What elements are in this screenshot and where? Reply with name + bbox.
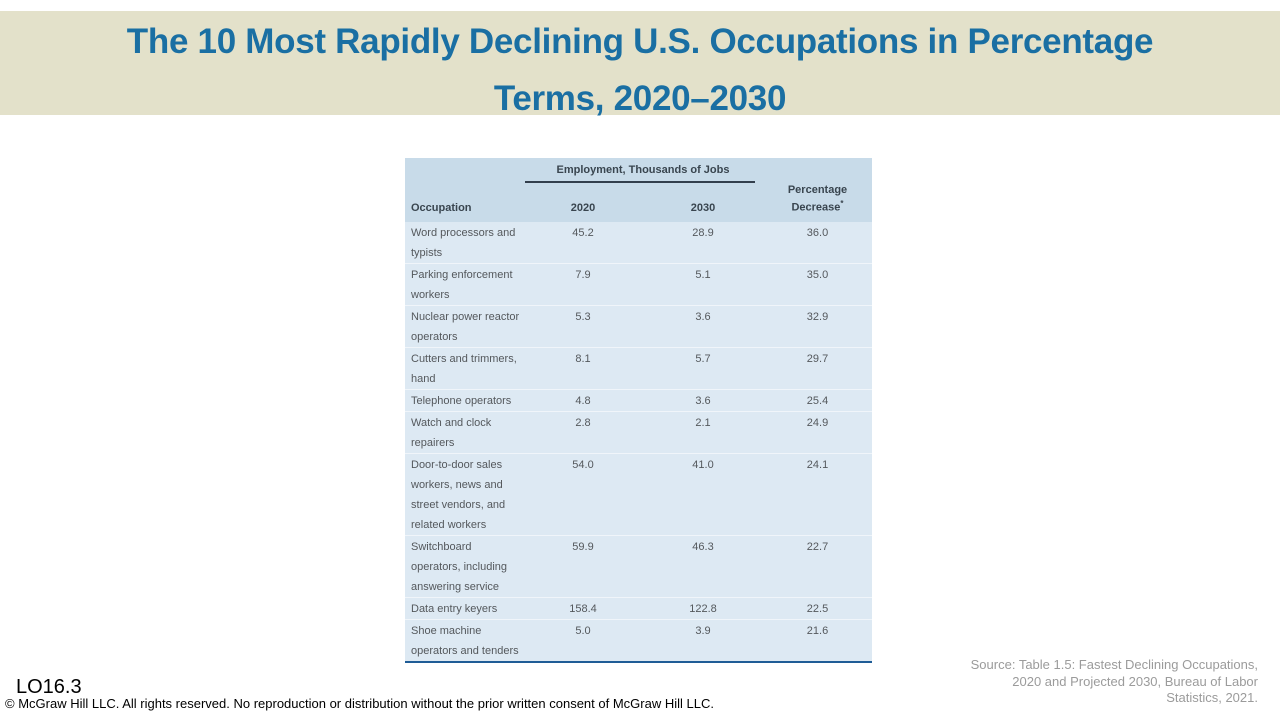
column-header-2030: 2030 [690, 201, 716, 214]
table-row: Switchboard operators, including answeri… [405, 535, 872, 597]
col-2020-cell: 158.4 [569, 602, 597, 615]
occupation-cell: Watch and clock repairers [411, 416, 492, 449]
col-2030-cell: 41.0 [692, 458, 714, 471]
pct-cell: 32.9 [806, 310, 829, 323]
col-2020-cell: 8.1 [575, 352, 591, 365]
col-2030-cell: 5.7 [695, 352, 711, 365]
occupation-cell: Data entry keyers [411, 602, 498, 615]
pct-cell: 35.0 [806, 268, 829, 281]
copyright-notice: © McGraw Hill LLC. All rights reserved. … [5, 696, 714, 711]
employment-span-label: Employment, Thousands of Jobs [556, 164, 730, 176]
span-header-spacer-left [405, 158, 523, 183]
pct-cell: 22.5 [806, 602, 829, 615]
table-row: Shoe machine operators and tenders 5.0 3… [405, 619, 872, 662]
occupation-cell: Cutters and trimmers, hand [411, 352, 517, 385]
col-2020-cell: 59.9 [572, 540, 594, 553]
occupation-cell: Shoe machine operators and tenders [411, 624, 519, 657]
table-header: Employment, Thousands of Jobs Occupation… [405, 158, 872, 222]
slide-title: The 10 Most Rapidly Declining U.S. Occup… [0, 11, 1280, 127]
table-row: Word processors and typists 45.2 28.9 36… [405, 222, 872, 264]
slide-title-line2: Terms, 2020–2030 [493, 79, 787, 118]
col-2030-cell: 3.6 [695, 310, 711, 323]
col-2020-cell: 45.2 [572, 226, 594, 239]
source-line-1: Source: Table 1.5: Fastest Declining Occ… [970, 657, 1258, 672]
occupation-cell: Parking enforcement workers [411, 268, 513, 301]
occupation-cell: Nuclear power reactor operators [411, 310, 520, 343]
occupation-cell: Door-to-door sales workers, news and str… [411, 458, 506, 531]
pct-cell: 21.6 [806, 624, 829, 637]
learning-objective-tag: LO16.3 [16, 676, 82, 698]
span-header-spacer-right [763, 158, 872, 183]
col-2020-cell: 7.9 [575, 268, 591, 281]
column-header-occupation: Occupation [411, 201, 472, 214]
col-2030-cell: 5.1 [695, 268, 711, 281]
pct-cell: 36.0 [806, 226, 829, 239]
occupation-cell: Switchboard operators, including answeri… [411, 540, 508, 593]
col-2030-cell: 122.8 [689, 602, 717, 615]
col-2030-cell: 28.9 [692, 226, 714, 239]
table-row: Watch and clock repairers 2.8 2.1 24.9 [405, 411, 872, 453]
span-header-rule [525, 181, 755, 183]
col-2020-cell: 5.3 [575, 310, 591, 323]
col-2030-cell: 2.1 [695, 416, 711, 429]
column-header-2020: 2020 [570, 201, 596, 214]
col-2020-cell: 2.8 [575, 416, 591, 429]
table-row: Data entry keyers 158.4 122.8 22.5 [405, 597, 872, 619]
column-header-percentage-decrease: Percentage Decrease* [787, 184, 848, 214]
pct-cell: 24.1 [806, 458, 829, 471]
declining-occupations-table: Employment, Thousands of Jobs Occupation… [405, 158, 872, 663]
footnote-marker: * [840, 199, 844, 208]
col-2030-cell: 3.6 [695, 394, 711, 407]
col-2030-cell: 46.3 [692, 540, 714, 553]
pct-cell: 29.7 [806, 352, 829, 365]
table-row: Telephone operators 4.8 3.6 25.4 [405, 389, 872, 411]
table-row: Nuclear power reactor operators 5.3 3.6 … [405, 305, 872, 347]
col-2030-cell: 3.9 [695, 624, 711, 637]
table-row: Cutters and trimmers, hand 8.1 5.7 29.7 [405, 347, 872, 389]
table-row: Door-to-door sales workers, news and str… [405, 453, 872, 535]
source-note: Source: Table 1.5: Fastest Declining Occ… [971, 657, 1258, 707]
data-table: Employment, Thousands of Jobs Occupation… [405, 158, 872, 663]
title-band: The 10 Most Rapidly Declining U.S. Occup… [0, 11, 1280, 118]
source-line-3: Statistics, 2021. [1166, 690, 1258, 705]
occupation-cell: Word processors and typists [411, 226, 516, 259]
employment-span-header: Employment, Thousands of Jobs [523, 158, 763, 183]
col-2020-cell: 5.0 [575, 624, 591, 637]
occupation-cell: Telephone operators [411, 394, 512, 407]
source-line-2: 2020 and Projected 2030, Bureau of Labor [1012, 673, 1258, 689]
column-header-row: Occupation 2020 2030 Percentage Decrease… [405, 183, 872, 222]
col-2020-cell: 4.8 [575, 394, 591, 407]
slide-title-line1: The 10 Most Rapidly Declining U.S. Occup… [126, 22, 1154, 61]
span-header-row: Employment, Thousands of Jobs [405, 158, 872, 183]
pct-cell: 25.4 [806, 394, 829, 407]
table-row: Parking enforcement workers 7.9 5.1 35.0 [405, 263, 872, 305]
pct-cell: 24.9 [806, 416, 829, 429]
pct-cell: 22.7 [806, 540, 829, 553]
table-body: Word processors and typists 45.2 28.9 36… [405, 221, 872, 662]
col-2020-cell: 54.0 [572, 458, 594, 471]
